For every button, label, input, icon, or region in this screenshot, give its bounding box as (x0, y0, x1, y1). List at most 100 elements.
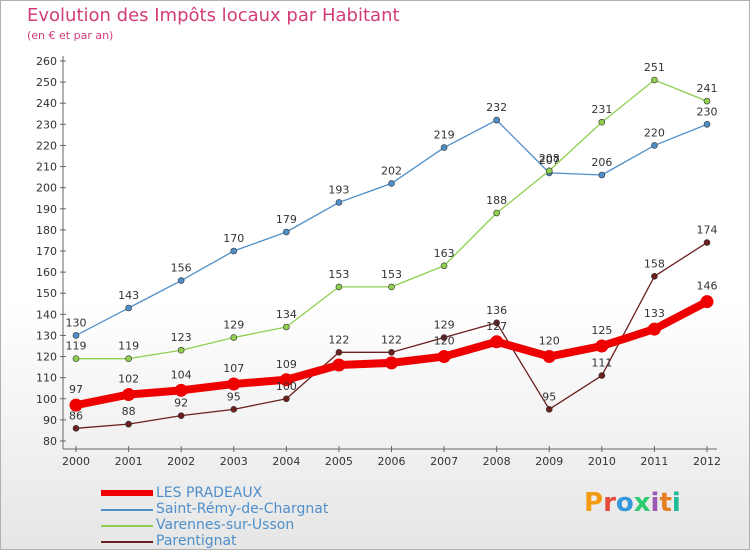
y-tick-label: 160 (36, 266, 57, 279)
data-point (703, 239, 711, 246)
data-point (437, 350, 451, 364)
y-tick-label: 140 (36, 308, 57, 321)
data-point (703, 97, 711, 105)
data-point (440, 334, 448, 341)
data-label: 207 (539, 154, 560, 167)
data-point (177, 346, 185, 354)
legend-label: Varennes-sur-Usson (156, 517, 295, 533)
y-tick-label: 210 (36, 161, 57, 174)
x-tick-label: 2003 (220, 455, 248, 468)
data-point (72, 332, 80, 339)
data-label: 104 (171, 368, 192, 381)
data-point (230, 406, 238, 413)
data-point (227, 377, 241, 391)
data-point (651, 142, 658, 149)
y-tick-label: 80 (43, 435, 57, 448)
data-label: 107 (223, 362, 244, 375)
data-point (700, 295, 714, 309)
data-point (283, 228, 290, 236)
data-label: 158 (644, 257, 665, 270)
data-label: 129 (223, 319, 244, 332)
data-point (125, 304, 132, 312)
legend-label: Parentignat (156, 533, 237, 549)
data-label: 241 (697, 82, 718, 95)
data-label: 122 (381, 333, 402, 346)
data-point (125, 420, 132, 428)
y-tick-label: 170 (36, 245, 57, 258)
data-point (283, 323, 290, 331)
legend-label: Saint-Rémy-de-Chargnat (156, 501, 329, 517)
y-tick-label: 100 (36, 393, 57, 406)
y-tick-label: 200 (36, 182, 57, 195)
data-point (72, 355, 80, 362)
data-point (388, 283, 395, 291)
legend-swatch (101, 490, 153, 496)
data-label: 143 (118, 289, 139, 302)
data-label: 86 (69, 409, 83, 422)
chart-subtitle: (en € et par an) (27, 29, 114, 42)
y-tick-label: 90 (43, 414, 57, 427)
data-label: 134 (276, 308, 297, 321)
y-tick-label: 190 (36, 203, 57, 216)
y-tick-label: 120 (36, 351, 57, 364)
data-label: 251 (644, 61, 665, 74)
y-tick-label: 250 (36, 76, 57, 89)
data-label: 146 (697, 280, 718, 293)
data-label: 206 (591, 156, 612, 169)
brand-letter: t (659, 488, 672, 518)
x-tick-label: 2006 (378, 455, 406, 468)
data-label: 97 (69, 383, 83, 396)
data-label: 123 (171, 331, 192, 344)
data-label: 120 (539, 335, 560, 348)
data-label: 153 (381, 268, 402, 281)
data-point (647, 322, 661, 336)
data-label: 231 (591, 103, 612, 116)
data-point (490, 335, 504, 349)
data-label: 136 (486, 304, 507, 317)
data-label: 156 (171, 262, 192, 275)
data-point (283, 395, 290, 403)
data-label: 92 (174, 397, 188, 410)
data-point (388, 180, 395, 187)
data-label: 119 (118, 340, 139, 353)
x-tick-label: 2011 (640, 455, 668, 468)
data-point (177, 277, 185, 284)
data-point (335, 349, 343, 356)
y-tick-label: 240 (36, 97, 57, 110)
data-point (651, 273, 658, 280)
y-tick-label: 130 (36, 329, 57, 342)
data-point (703, 121, 711, 128)
brand-logo: Proxiti (584, 488, 681, 518)
data-label: 129 (434, 319, 455, 332)
legend-swatch (101, 509, 153, 511)
y-tick-label: 110 (36, 372, 57, 385)
data-point (230, 247, 238, 255)
data-point (385, 356, 398, 370)
data-label: 174 (697, 224, 718, 237)
data-label: 111 (591, 357, 612, 370)
brand-letter: i (650, 488, 660, 518)
data-label: 109 (276, 358, 297, 371)
data-label: 125 (591, 324, 612, 337)
data-label: 202 (381, 164, 402, 177)
data-point (545, 167, 553, 175)
data-label: 130 (66, 316, 87, 329)
data-point (651, 76, 658, 84)
data-point (122, 388, 136, 402)
data-label: 208 (539, 152, 560, 165)
data-label: 170 (223, 232, 244, 245)
data-label: 163 (434, 247, 455, 260)
data-point (125, 355, 132, 362)
brand-letter: i (671, 488, 681, 518)
data-point (177, 412, 185, 419)
data-point (598, 118, 606, 126)
chart-title: Evolution des Impôts locaux par Habitant (27, 5, 400, 26)
data-point (230, 334, 238, 341)
data-point (493, 319, 500, 327)
data-point (174, 383, 188, 397)
data-point (542, 350, 556, 364)
y-tick-label: 220 (36, 139, 57, 152)
data-point (388, 349, 395, 356)
data-label: 153 (328, 268, 349, 281)
